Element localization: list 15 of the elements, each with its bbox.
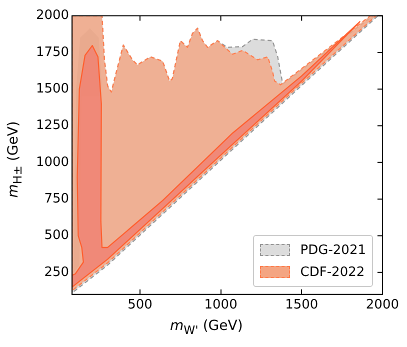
x-tick-label: 500 xyxy=(128,298,152,313)
y-tick-label: 750 xyxy=(44,191,70,206)
y-tick-label: 250 xyxy=(44,264,70,280)
x-tick-label: 2000 xyxy=(366,298,400,313)
legend-label: PDG-2021 xyxy=(300,242,366,258)
x-tick-label: 1500 xyxy=(285,298,318,313)
y-tick-label: 2000 xyxy=(36,8,70,24)
y-tick-label: 500 xyxy=(44,228,70,244)
y-tick-label: 1500 xyxy=(36,81,70,96)
legend-label: CDF-2022 xyxy=(300,264,365,280)
y-tick-label: 1750 xyxy=(36,44,70,60)
x-tick-label: 1000 xyxy=(204,298,238,313)
x-axis-title: m$_{W'}$ (GeV) xyxy=(170,318,243,337)
y-tick-label: 1000 xyxy=(36,154,70,170)
y-tick-label: 1250 xyxy=(36,118,70,134)
